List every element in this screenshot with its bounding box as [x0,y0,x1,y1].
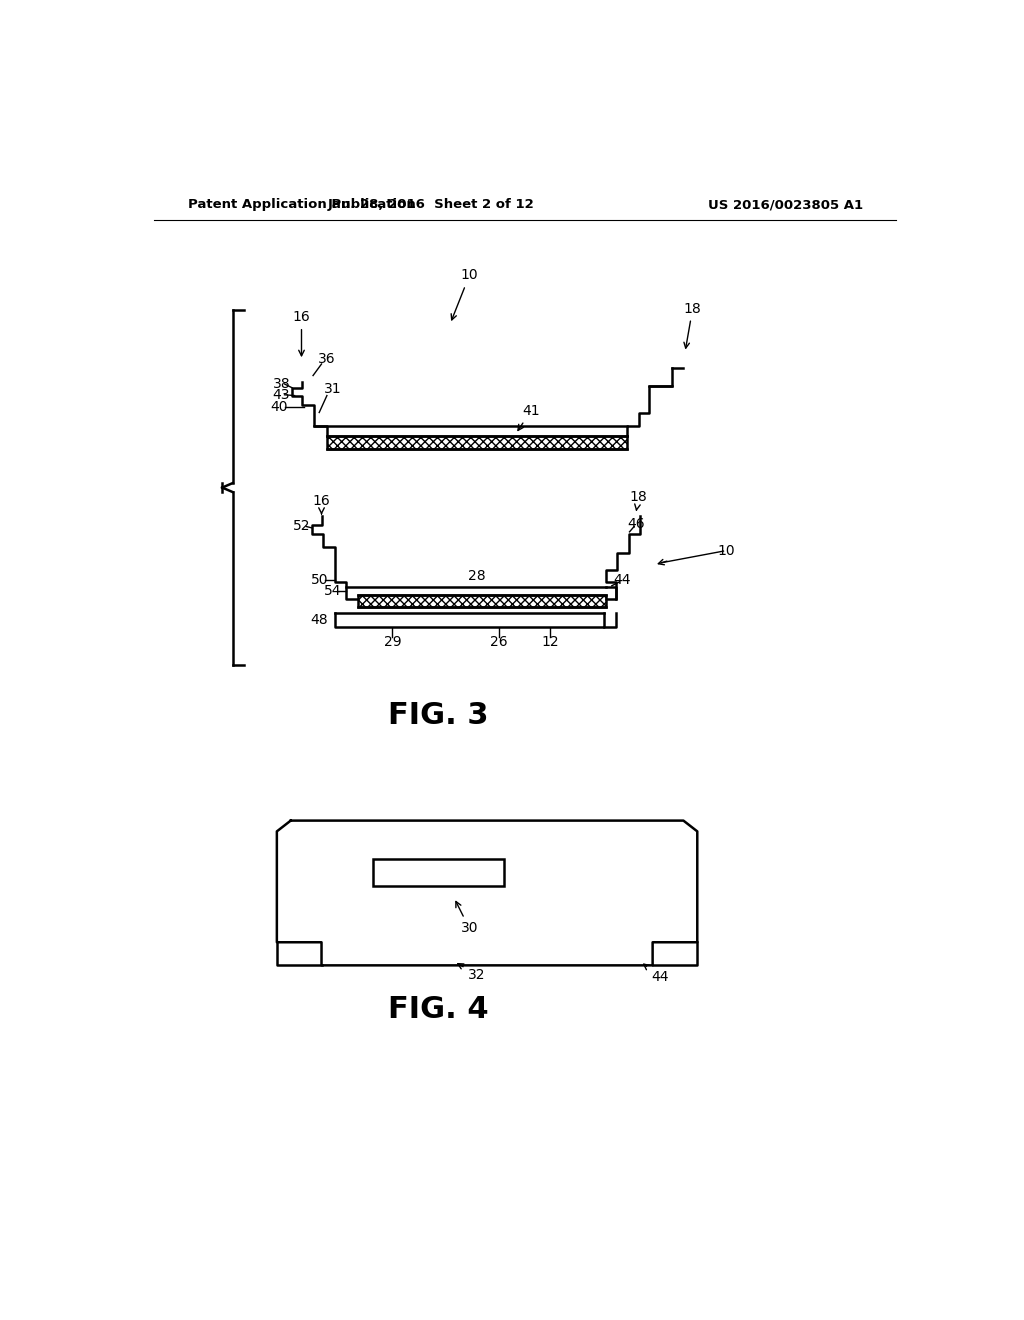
Text: 18: 18 [684,301,701,348]
Text: 43: 43 [272,388,290,401]
Text: 44: 44 [644,964,669,983]
Text: FIG. 3: FIG. 3 [388,701,488,730]
Text: 30: 30 [456,902,478,936]
Text: 10: 10 [717,544,734,558]
Text: 26: 26 [489,635,508,649]
Text: Patent Application Publication: Patent Application Publication [188,198,416,211]
Text: 16: 16 [312,494,331,513]
Text: 46: 46 [628,517,645,531]
Text: 50: 50 [310,573,328,587]
Text: 18: 18 [630,490,647,511]
Text: 29: 29 [384,635,401,649]
Text: 31: 31 [325,383,342,396]
Text: 52: 52 [293,520,310,533]
Text: 48: 48 [310,614,328,627]
Text: 38: 38 [272,378,290,391]
Bar [327,436,628,449]
Text: FIG. 4: FIG. 4 [388,995,488,1024]
Text: 36: 36 [318,351,336,366]
Text: Jan. 28, 2016  Sheet 2 of 12: Jan. 28, 2016 Sheet 2 of 12 [328,198,535,211]
Bar [357,595,605,607]
Text: 41: 41 [518,404,540,430]
Bar [373,859,504,886]
Text: 16: 16 [293,310,310,356]
Text: 12: 12 [542,635,559,649]
Text: 40: 40 [270,400,288,414]
Text: 32: 32 [458,964,485,982]
Text: US 2016/0023805 A1: US 2016/0023805 A1 [708,198,863,211]
Text: 10: 10 [452,268,478,319]
Text: 28: 28 [468,569,485,582]
Text: 44: 44 [613,573,631,587]
Text: 54: 54 [324,585,341,598]
